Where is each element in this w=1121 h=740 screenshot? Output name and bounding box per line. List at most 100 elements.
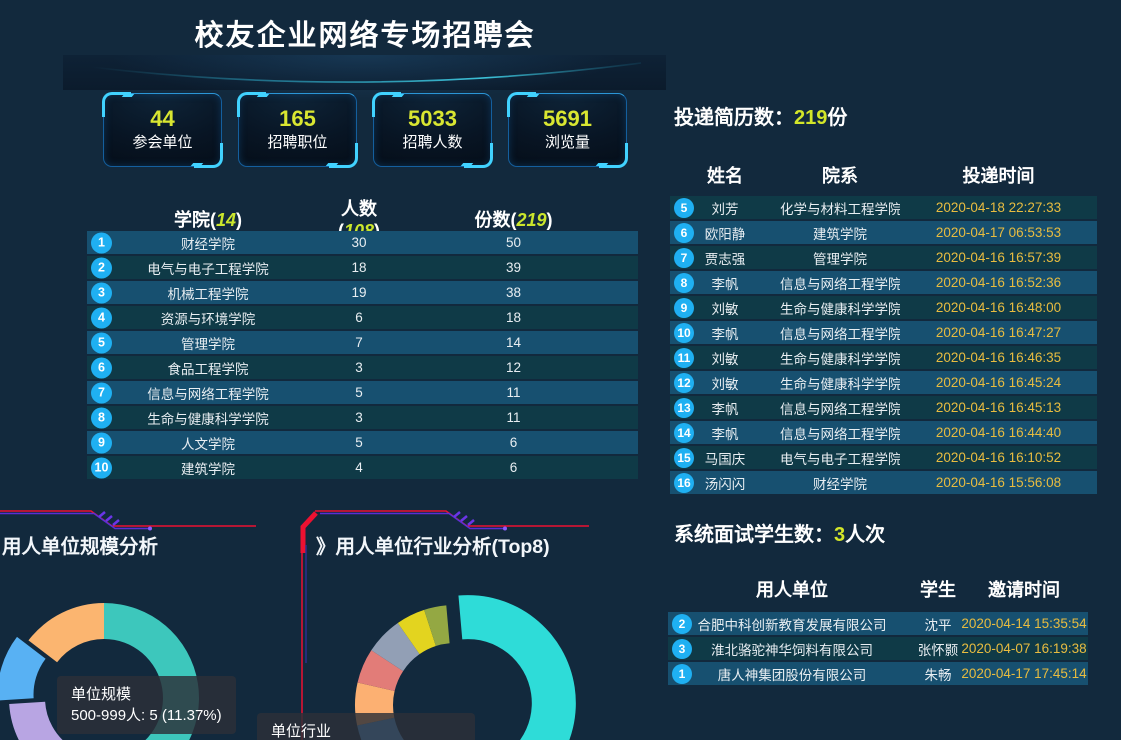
pie-slice[interactable] (424, 605, 450, 647)
card-corner-icon (599, 143, 628, 168)
submit-time: 2020-04-17 06:53:53 (935, 225, 1062, 240)
pie-slice[interactable] (397, 609, 436, 655)
resume-row: 7 贾志强 管理学院 2020-04-16 16:57:39 (670, 246, 1097, 269)
rank-badge: 8 (674, 272, 694, 293)
student-name: 李帆 (711, 401, 739, 417)
submit-time: 2020-04-18 22:27:33 (935, 200, 1062, 215)
stat-value: 165 (279, 106, 316, 131)
rank-badge: 5 (91, 332, 112, 353)
submit-time: 2020-04-16 15:56:08 (935, 475, 1062, 490)
rank-badge: 10 (674, 322, 694, 343)
resume-row: 14 李帆 信息与网络工程学院 2020-04-16 16:44:40 (670, 421, 1097, 444)
college-name: 管理学院 (181, 336, 235, 352)
resume-row: 8 李帆 信息与网络工程学院 2020-04-16 16:52:36 (670, 271, 1097, 294)
department-name: 生命与健康科学学院 (780, 301, 900, 317)
department-name: 信息与网络工程学院 (780, 426, 900, 442)
college-name: 人文学院 (181, 436, 235, 452)
department-name: 生命与健康科学学院 (780, 376, 900, 392)
company-name: 唐人神集团股份有限公司 (717, 667, 867, 683)
pie-slice[interactable] (371, 622, 420, 672)
college-table-body: 1 财经学院 30 50 2 电气与电子工程学院 18 39 3 机械工程学院 19 38 4 资源与环境… (87, 231, 638, 479)
card-corner-icon (329, 143, 358, 168)
college-name: 建筑学院 (181, 461, 235, 477)
tooltip-value: 500-999人: 5 (11.37%) (71, 707, 222, 724)
rank-badge: 15 (674, 447, 694, 468)
department-name: 信息与网络工程学院 (780, 326, 900, 342)
college-name: 信息与网络工程学院 (147, 386, 269, 402)
column-header-invite-time: 邀请时间 (988, 580, 1060, 600)
pie-slice[interactable] (458, 595, 576, 740)
industry-panel-title: 》用人单位行业分析(Top8) (316, 536, 550, 558)
interview-table: 用人单位 学生 邀请时间 2 合肥中科创新教育发展有限公司 沈平 2020-04-14… (668, 574, 1088, 687)
stat-label: 招聘人数 (402, 134, 463, 151)
college-name: 财经学院 (181, 236, 235, 252)
stat-value: 5691 (543, 106, 592, 131)
invite-time: 2020-04-14 15:35:54 (961, 616, 1087, 631)
college-row: 10 建筑学院 4 6 (87, 456, 638, 479)
college-name: 电气与电子工程学院 (147, 261, 269, 277)
department-name: 化学与材料工程学院 (780, 201, 900, 217)
college-row: 5 管理学院 7 14 (87, 331, 638, 354)
rank-badge: 1 (672, 663, 692, 684)
copies-count: 14 (505, 335, 522, 350)
resume-row: 11 刘敏 生命与健康科学学院 2020-04-16 16:46:35 (670, 346, 1097, 369)
interview-count-value: 3 (834, 524, 846, 546)
copies-count: 12 (505, 360, 522, 375)
tooltip-title: 单位规模 (71, 686, 132, 703)
copies-count: 11 (506, 410, 521, 425)
card-corner-icon (372, 92, 401, 117)
student-name: 马国庆 (704, 451, 746, 467)
college-row: 4 资源与环境学院 6 18 (87, 306, 638, 329)
card-corner-icon (237, 92, 266, 117)
rank-badge: 12 (674, 372, 694, 393)
pie-slice[interactable] (9, 701, 69, 740)
tooltip-title: 单位行业 (271, 723, 332, 740)
submit-time: 2020-04-16 16:47:27 (935, 325, 1062, 340)
stat-card-units: 44 参会单位 (102, 92, 223, 168)
pie-slice[interactable] (0, 636, 46, 701)
rank-badge: 4 (91, 307, 112, 328)
college-row: 7 信息与网络工程学院 5 11 (87, 381, 638, 404)
invite-time: 2020-04-07 16:19:38 (961, 641, 1087, 656)
student-name: 欧阳静 (704, 226, 746, 242)
college-table-header: 学院(14) 人数(108) 份数(219) (87, 195, 638, 241)
college-row: 3 机械工程学院 19 38 (87, 281, 638, 304)
card-corner-icon (507, 92, 536, 117)
department-name: 财经学院 (813, 476, 867, 492)
rank-badge: 5 (674, 197, 694, 218)
company-name: 淮北骆驼神华饲料有限公司 (711, 642, 873, 658)
rank-badge: 14 (674, 422, 694, 443)
rank-badge: 8 (91, 407, 112, 428)
rank-badge: 7 (674, 247, 694, 268)
college-row: 1 财经学院 30 50 (87, 231, 638, 254)
college-row: 8 生命与健康科学学院 3 11 (87, 406, 638, 429)
stat-value: 44 (150, 106, 175, 131)
student-name: 刘芳 (711, 201, 739, 217)
resume-row: 16 汤闪闪 财经学院 2020-04-16 15:56:08 (670, 471, 1097, 494)
people-count: 30 (351, 235, 367, 250)
college-row: 9 人文学院 5 6 (87, 431, 638, 454)
interview-table-header: 用人单位 学生 邀请时间 (668, 574, 1088, 604)
student-name: 汤闪闪 (704, 476, 746, 492)
invite-time: 2020-04-17 17:45:14 (961, 666, 1087, 681)
people-count: 4 (355, 460, 363, 475)
department-name: 电气与电子工程学院 (780, 451, 900, 467)
stat-label: 招聘职位 (267, 134, 328, 151)
resume-row: 6 欧阳静 建筑学院 2020-04-17 06:53:53 (670, 221, 1097, 244)
submit-time: 2020-04-16 16:10:52 (935, 450, 1062, 465)
rank-badge: 6 (674, 222, 694, 243)
column-header-college: 学院(14) (173, 209, 243, 230)
submit-time: 2020-04-16 16:57:39 (935, 250, 1062, 265)
interview-row: 2 合肥中科创新教育发展有限公司 沈平 2020-04-14 15:35:54 (668, 612, 1088, 635)
scale-chart-tooltip: 单位规模 500-999人: 5 (11.37%) (57, 676, 236, 734)
rank-badge: 9 (674, 297, 694, 318)
copies-count: 18 (505, 310, 522, 325)
pie-slice[interactable] (28, 603, 104, 663)
rank-badge: 7 (91, 382, 112, 403)
resume-table-header: 姓名 院系 投递时间 (670, 160, 1097, 190)
rank-badge: 2 (672, 613, 692, 634)
pie-slice[interactable] (357, 650, 404, 692)
copies-count: 38 (505, 285, 522, 300)
resume-row: 9 刘敏 生命与健康科学学院 2020-04-16 16:48:00 (670, 296, 1097, 319)
